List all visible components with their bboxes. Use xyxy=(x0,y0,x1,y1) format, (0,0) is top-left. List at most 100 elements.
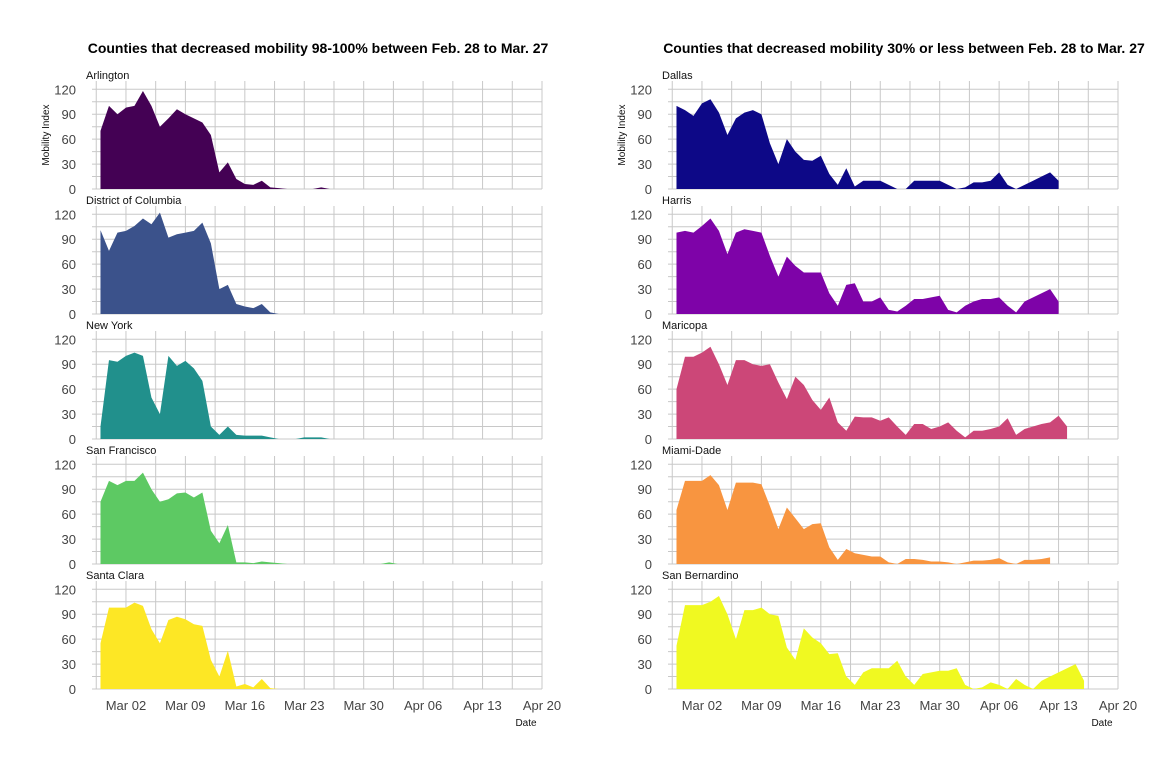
y-tick-label: 60 xyxy=(62,507,76,522)
x-tick-label: Apr 06 xyxy=(980,698,1018,713)
y-tick-label: 0 xyxy=(69,432,76,447)
y-tick-label: 60 xyxy=(638,132,652,147)
x-tick-label: Mar 30 xyxy=(343,698,383,713)
x-axis-label: Date xyxy=(1091,718,1113,729)
facet-label: Dallas xyxy=(662,70,693,82)
y-tick-label: 30 xyxy=(62,407,76,422)
facet-label: Arlington xyxy=(86,70,129,82)
y-tick-label: 0 xyxy=(645,682,652,697)
x-axis-label: Date xyxy=(515,718,537,729)
y-tick-label: 90 xyxy=(638,482,652,497)
y-tick-label: 0 xyxy=(645,182,652,197)
y-tick-label: 120 xyxy=(54,82,76,97)
panel-harris: Harris 0 30 60 90 120 xyxy=(630,195,1119,322)
y-tick-label: 90 xyxy=(638,107,652,122)
x-tick-label: Mar 09 xyxy=(741,698,781,713)
panel-miami-dade: Miami-Dade 0 30 60 90 120 xyxy=(630,445,1119,572)
x-tick-label: Mar 09 xyxy=(165,698,205,713)
chart-title: Counties that decreased mobility 30% or … xyxy=(663,40,1145,56)
y-tick-label: 120 xyxy=(54,332,76,347)
facet-label: New York xyxy=(86,320,133,332)
x-tick-label: Mar 16 xyxy=(801,698,841,713)
y-tick-label: 90 xyxy=(62,107,76,122)
y-tick-label: 0 xyxy=(645,432,652,447)
y-tick-label: 30 xyxy=(638,657,652,672)
y-tick-label: 60 xyxy=(62,632,76,647)
y-tick-label: 120 xyxy=(54,457,76,472)
y-tick-label: 30 xyxy=(638,532,652,547)
x-tick-label: Mar 16 xyxy=(225,698,265,713)
y-tick-label: 90 xyxy=(638,357,652,372)
y-tick-label: 120 xyxy=(54,582,76,597)
y-tick-label: 90 xyxy=(62,607,76,622)
area-harris xyxy=(676,218,1059,314)
panel-district-of-columbia: District of Columbia 0 30 60 90 120 xyxy=(54,195,543,322)
y-tick-label: 60 xyxy=(638,382,652,397)
area-san-francisco xyxy=(100,472,526,564)
area-maricopa xyxy=(676,346,1068,439)
y-axis-label: Mobility Index xyxy=(41,104,52,165)
facet-label: Harris xyxy=(662,195,692,207)
x-tick-label: Mar 30 xyxy=(919,698,959,713)
y-tick-label: 30 xyxy=(62,657,76,672)
panel-san-francisco: San Francisco 0 30 60 90 120 xyxy=(54,445,543,572)
x-tick-label: Apr 13 xyxy=(1039,698,1077,713)
y-tick-label: 60 xyxy=(638,257,652,272)
facet-label: San Bernardino xyxy=(662,570,738,582)
y-tick-label: 120 xyxy=(630,82,652,97)
y-tick-label: 30 xyxy=(62,282,76,297)
y-tick-label: 60 xyxy=(62,257,76,272)
panel-new-york: New York 0 30 60 90 120 xyxy=(54,320,543,447)
area-arlington xyxy=(100,90,526,189)
x-tick-label: Apr 13 xyxy=(463,698,501,713)
y-tick-label: 0 xyxy=(69,682,76,697)
x-tick-label: Mar 23 xyxy=(860,698,900,713)
y-tick-label: 90 xyxy=(638,232,652,247)
x-tick-label: Apr 20 xyxy=(1099,698,1137,713)
facet-label: Miami-Dade xyxy=(662,445,721,457)
y-tick-label: 90 xyxy=(62,357,76,372)
y-tick-label: 90 xyxy=(62,232,76,247)
facet-label: Santa Clara xyxy=(86,570,145,582)
y-tick-label: 60 xyxy=(638,507,652,522)
y-tick-label: 120 xyxy=(630,332,652,347)
x-tick-label: Mar 23 xyxy=(284,698,324,713)
area-san-bernardino xyxy=(676,595,1085,689)
panel-maricopa: Maricopa 0 30 60 90 120 xyxy=(630,320,1119,447)
y-tick-label: 30 xyxy=(638,282,652,297)
area-new-york xyxy=(100,352,526,439)
y-tick-label: 30 xyxy=(638,407,652,422)
y-tick-label: 0 xyxy=(645,557,652,572)
area-dallas xyxy=(676,99,1059,189)
x-tick-label: Mar 02 xyxy=(682,698,722,713)
y-tick-label: 60 xyxy=(638,632,652,647)
facet-label: District of Columbia xyxy=(86,195,182,207)
y-tick-label: 0 xyxy=(69,182,76,197)
y-tick-label: 0 xyxy=(69,307,76,322)
y-tick-label: 30 xyxy=(638,157,652,172)
area-miami-dade xyxy=(676,475,1051,564)
y-tick-label: 0 xyxy=(69,557,76,572)
area-district-of-columbia xyxy=(100,212,526,314)
chart-2: Counties that decreased mobility 30% or … xyxy=(617,40,1145,729)
y-tick-label: 90 xyxy=(638,607,652,622)
y-tick-label: 120 xyxy=(630,582,652,597)
y-tick-label: 120 xyxy=(630,207,652,222)
y-tick-label: 90 xyxy=(62,482,76,497)
panel-santa-clara: Santa Clara 0 30 60 90 120 xyxy=(54,570,543,697)
x-tick-label: Apr 20 xyxy=(523,698,561,713)
y-tick-label: 60 xyxy=(62,382,76,397)
y-tick-label: 120 xyxy=(54,207,76,222)
facet-label: Maricopa xyxy=(662,320,708,332)
x-tick-label: Mar 02 xyxy=(106,698,146,713)
y-tick-label: 60 xyxy=(62,132,76,147)
chart-title: Counties that decreased mobility 98-100%… xyxy=(88,40,549,56)
y-tick-label: 30 xyxy=(62,157,76,172)
y-tick-label: 120 xyxy=(630,457,652,472)
x-tick-label: Apr 06 xyxy=(404,698,442,713)
area-santa-clara xyxy=(100,602,526,689)
y-tick-label: 0 xyxy=(645,307,652,322)
